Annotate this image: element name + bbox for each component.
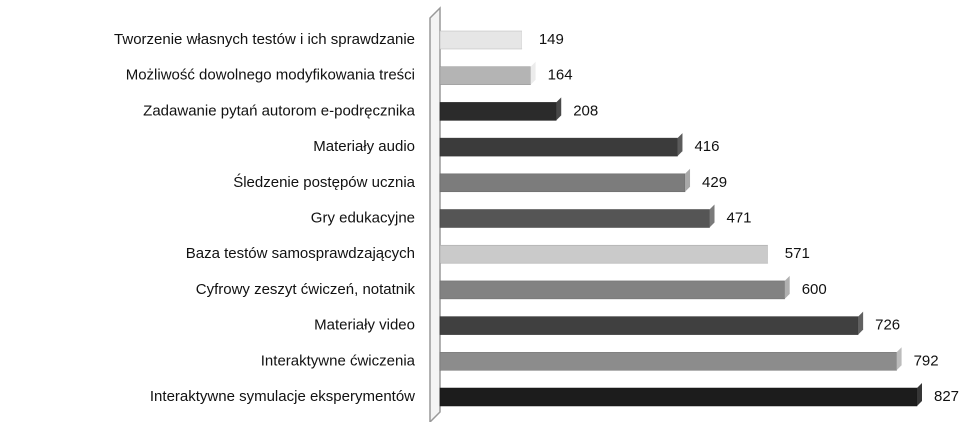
bar [439,173,686,193]
value-label: 208 [573,102,598,119]
category-label: Tworzenie własnych testów i ich sprawdza… [114,31,415,48]
value-label: 416 [694,138,719,155]
value-label: 600 [802,281,827,298]
category-label: Baza testów samosprawdzających [186,245,415,262]
value-label: 571 [785,245,810,262]
bar [439,352,897,371]
bar [439,387,918,407]
axis-wall [429,6,441,422]
bar [439,30,523,50]
category-label: Cyfrowy zeszyt ćwiczeń, notatnik [196,281,416,298]
category-label: Materiały video [314,317,415,334]
bar-end [858,311,864,335]
bar-end [677,133,683,157]
value-label: 827 [934,388,959,405]
value-label: 149 [539,31,564,48]
bar [439,66,531,85]
category-label: Zadawanie pytań autorom e-podręcznika [143,102,415,119]
value-label: 164 [548,67,573,84]
bar-end [709,204,715,228]
bar-end [521,26,527,49]
bar-end [784,275,790,299]
bar-end [556,97,562,121]
bar [439,280,785,300]
category-label: Gry edukacyjne [311,209,415,226]
category-label: Możliwość dowolnego modyfikowania treści [126,67,415,84]
bar [439,244,769,264]
category-label: Interaktywne symulacje eksperymentów [150,388,415,405]
bar-end [685,168,691,192]
bar [439,316,859,335]
bar-end [917,383,922,406]
value-label: 792 [914,352,939,369]
category-label: Śledzenie postępów ucznia [233,173,415,191]
category-label: Materiały audio [313,138,415,155]
value-label: 726 [875,317,900,334]
bar [439,137,678,157]
value-label: 471 [727,209,752,226]
bar [439,102,557,121]
bar-end [530,61,536,85]
bar [439,209,710,228]
bar-end [896,347,902,371]
bar-end [767,240,773,264]
category-label: Interaktywne ćwiczenia [261,352,416,369]
value-label: 429 [702,174,727,191]
